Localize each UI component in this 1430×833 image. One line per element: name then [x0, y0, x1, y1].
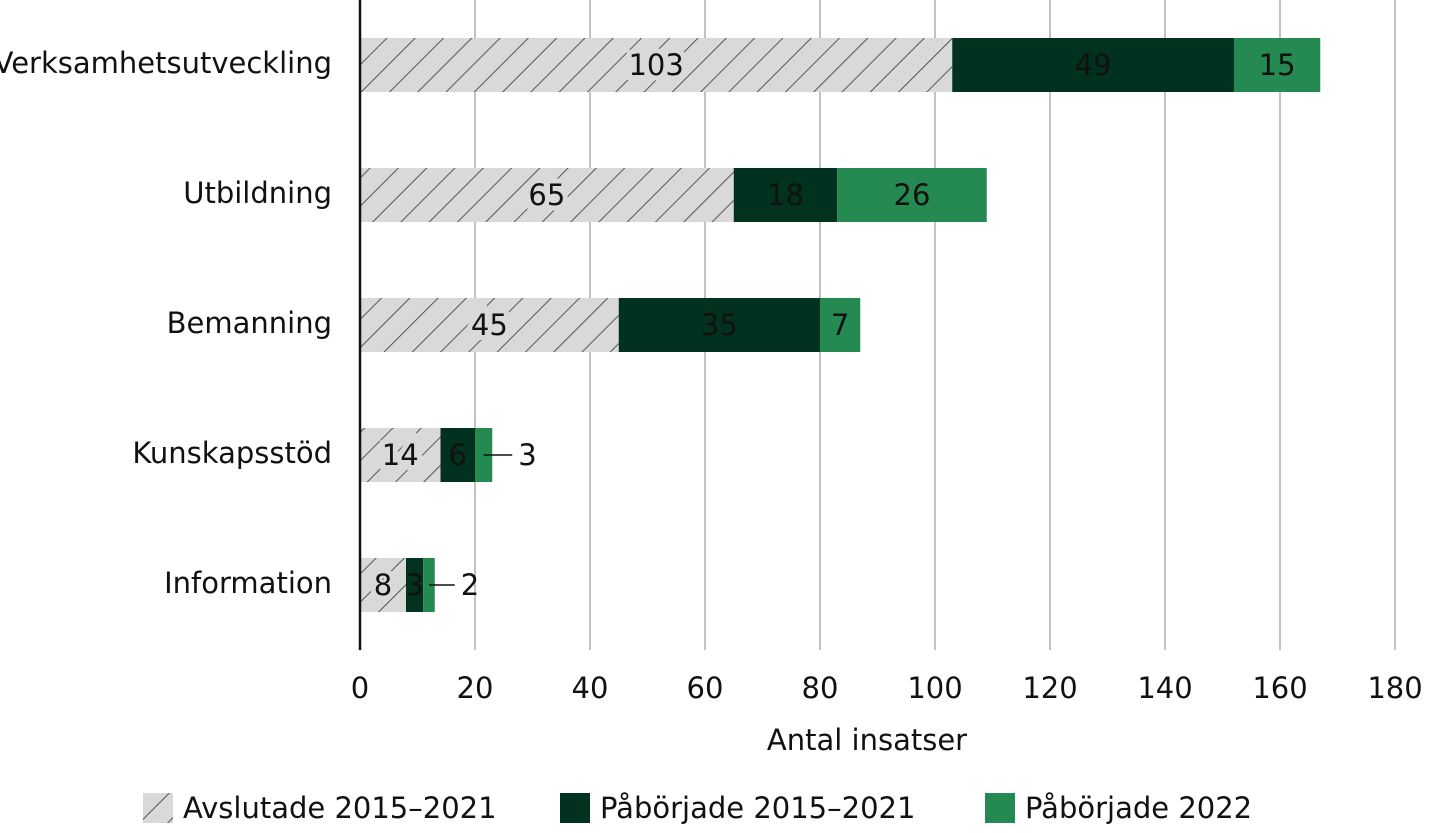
bar-segment: [837, 168, 987, 222]
x-tick-label: 140: [1137, 671, 1192, 705]
y-tick-label: Verksamhetsutveckling: [0, 46, 332, 80]
x-tick-label: 180: [1367, 671, 1422, 705]
data-label: 14: [382, 438, 419, 472]
x-tick-label: 120: [1022, 671, 1077, 705]
legend-label: Avslutade 2015–2021: [183, 791, 497, 825]
x-tick-label: 80: [802, 671, 839, 705]
legend-label: Påbörjade 2022: [1025, 791, 1252, 825]
x-tick-label: 0: [351, 671, 369, 705]
legend-label: Påbörjade 2015–2021: [600, 791, 915, 825]
data-label: 45: [471, 308, 508, 342]
data-label: 7: [831, 308, 849, 342]
x-tick-label: 40: [572, 671, 609, 705]
y-tick-label: Bemanning: [167, 306, 332, 340]
legend-swatch: [143, 793, 173, 823]
legend-swatch: [985, 793, 1015, 823]
data-label: 8: [374, 568, 392, 602]
data-label: 103: [628, 48, 683, 82]
bar-segment: [952, 38, 1234, 92]
bar-segment: [406, 558, 424, 612]
y-tick-label: Information: [164, 566, 332, 600]
x-tick-label: 60: [687, 671, 724, 705]
data-label: 2: [461, 568, 479, 602]
data-label: 6: [449, 438, 467, 472]
bar-segment: [733, 168, 838, 222]
data-label: 26: [894, 178, 931, 212]
data-label: 3: [518, 438, 536, 472]
x-tick-label: 20: [457, 671, 494, 705]
bar-segment: [440, 428, 475, 482]
data-label: 35: [701, 308, 738, 342]
legend-swatch: [560, 793, 590, 823]
x-tick-label: 100: [907, 671, 962, 705]
y-tick-label: Utbildning: [183, 176, 332, 210]
bar-segment: [360, 428, 441, 482]
bar-segment: [1234, 38, 1321, 92]
bar-segment: [360, 298, 619, 352]
bar-segment: [360, 168, 734, 222]
bar-segment: [360, 38, 953, 92]
data-label: 15: [1259, 48, 1296, 82]
data-label: 65: [528, 178, 565, 212]
x-axis-label: Antal insatser: [767, 723, 967, 757]
x-tick-label: 160: [1252, 671, 1307, 705]
data-label: 49: [1075, 48, 1112, 82]
data-label: 18: [767, 178, 804, 212]
bar-segment: [360, 558, 406, 612]
y-tick-label: Kunskapsstöd: [132, 436, 332, 470]
bar-segment: [618, 298, 820, 352]
data-label: 3: [405, 568, 423, 602]
bar-segment: [820, 298, 861, 352]
